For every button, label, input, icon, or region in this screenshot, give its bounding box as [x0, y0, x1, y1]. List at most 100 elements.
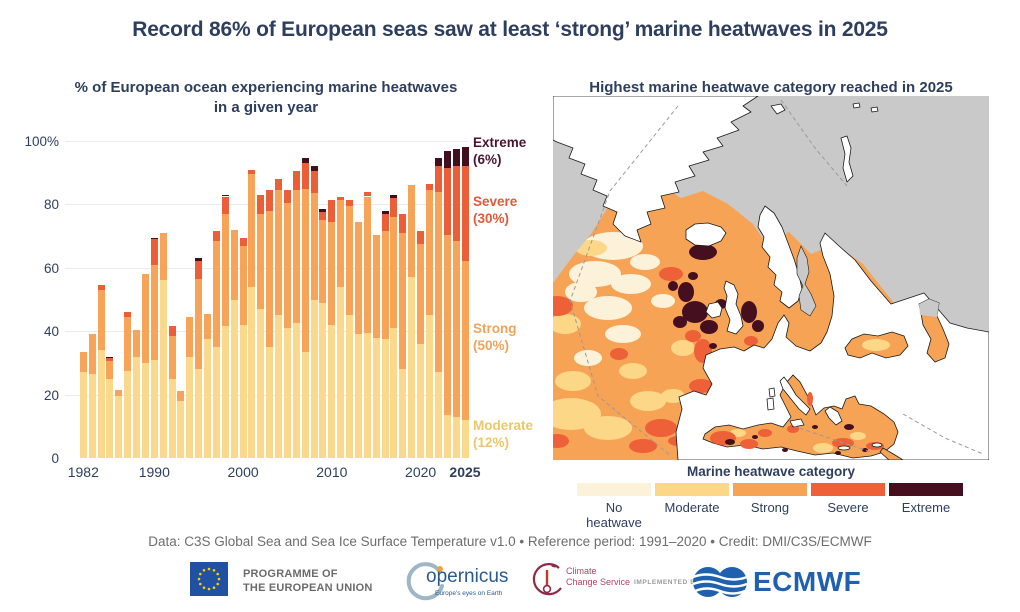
moderate-segment: [204, 339, 212, 458]
greenland: [553, 96, 759, 243]
stacked-bar-2022: [434, 141, 442, 458]
severe-segment: [283, 190, 291, 203]
stacked-bar-2024: [452, 141, 460, 458]
map-legend-item: Severe: [811, 483, 885, 530]
x-axis-label-1990: 1990: [138, 464, 170, 480]
stacked-bar-1984: [97, 141, 105, 458]
stacked-bar-1987: [124, 141, 132, 458]
stacked-bar-2011: [337, 141, 345, 458]
moderate-segment: [390, 328, 398, 458]
eu-programme-line2: THE EUROPEAN UNION: [243, 582, 373, 594]
moderate-segment: [399, 369, 407, 458]
copernicus-wordmark: opernicus: [426, 566, 509, 587]
map-legend-item: Extreme: [889, 483, 963, 530]
moderate-segment: [426, 315, 433, 458]
extreme-segment: [443, 150, 451, 168]
strong-segment: [150, 264, 158, 360]
severe-segment: [417, 231, 425, 245]
severe-segment: [363, 191, 371, 197]
strong-segment: [417, 244, 425, 344]
climate-change-service-logo: Climate Change Service: [529, 560, 649, 604]
legend-strong-label: Strong: [473, 321, 517, 336]
strong-segment: [434, 191, 442, 373]
stacked-bar-2003: [266, 141, 274, 458]
severe-segment: [426, 183, 433, 191]
moderate-segment: [177, 400, 185, 458]
strong-segment: [426, 190, 433, 316]
baltic-sea-grey: [796, 245, 817, 317]
ecmwf-wordmark: ECMWF: [753, 566, 862, 597]
ccs-line2: Change Service: [566, 577, 631, 587]
strong-segment: [186, 316, 194, 357]
europe-heatwave-map: [553, 96, 989, 460]
strong-segment: [115, 389, 123, 397]
stacked-bar-1999: [230, 141, 238, 458]
moderate-segment: [328, 324, 336, 458]
chart-legend-severe: Severe (30%): [473, 193, 543, 227]
strong-segment: [177, 391, 185, 401]
island-speck-1: [852, 102, 861, 109]
severe-segment: [461, 166, 469, 262]
strong-segment: [461, 261, 469, 420]
moderate-segment: [106, 378, 114, 458]
crete: [837, 445, 851, 451]
severe-segment: [195, 261, 203, 279]
moderate-segment: [266, 347, 274, 458]
stacked-bar-2005: [283, 141, 291, 458]
moderate-segment: [212, 347, 220, 458]
eu-flag-logo: [190, 562, 228, 596]
strong-segment: [266, 210, 274, 348]
iceland: [685, 222, 727, 247]
copernicus-logo: opernicus Europe's eyes on Earth: [402, 558, 512, 604]
strong-segment: [363, 196, 371, 333]
moderate-segment: [381, 339, 389, 458]
moderate-segment: [221, 326, 229, 458]
stacked-bar-2002: [257, 141, 265, 458]
severe-label: Severe: [827, 500, 869, 515]
moderate-segment: [195, 369, 203, 458]
extreme-segment: [310, 166, 318, 172]
stacked-bar-2004: [275, 141, 283, 458]
chart-title-line2: in a given year: [213, 99, 319, 116]
strong-segment: [124, 316, 132, 371]
extreme-label: Extreme: [901, 500, 951, 515]
moderate-segment: [434, 372, 442, 458]
y-axis-label: 100%: [24, 134, 59, 149]
severe-segment: [106, 358, 114, 362]
stacked-bar-2015: [372, 141, 380, 458]
severe-segment: [221, 196, 229, 214]
moderate-segment: [452, 416, 460, 458]
extreme-segment: [452, 148, 460, 167]
ecmwf-globes-icon: [692, 567, 748, 597]
corsica: [768, 387, 776, 398]
extreme-segment: [106, 356, 114, 359]
map-title: Highest marine heatwave category reached…: [589, 79, 953, 96]
y-axis-label: 60: [43, 260, 59, 276]
stacked-bar-2010: [328, 141, 336, 458]
severe-segment: [257, 194, 265, 214]
moderate-segment: [275, 315, 283, 458]
extreme-swatch: [889, 483, 963, 496]
extreme-segment: [195, 258, 203, 262]
strong-segment: [195, 278, 203, 370]
strong-segment: [204, 313, 212, 340]
severe-segment: [381, 213, 389, 232]
extreme-segment: [381, 210, 389, 214]
ocean-patches: [553, 232, 717, 440]
stacked-bar-1988: [133, 141, 141, 458]
strong-segment: [106, 361, 114, 379]
mediterranean-sea: [702, 374, 899, 459]
copernicus-crescent-icon: [406, 562, 444, 601]
x-axis-label-2025: 2025: [449, 464, 481, 480]
copernicus-tagline: Europe's eyes on Earth: [435, 590, 503, 597]
severe-segment: [399, 213, 407, 233]
strong-label: Strong: [750, 500, 790, 515]
stacked-bar-1990: [150, 141, 158, 458]
legend-moderate-pct: (12%): [473, 435, 510, 450]
strong-segment: [79, 351, 87, 373]
eu-flag-stars: [197, 567, 221, 591]
ccs-line1: Climate: [566, 566, 597, 576]
moderate-segment: [283, 328, 291, 458]
stacked-bar-1996: [204, 141, 212, 458]
